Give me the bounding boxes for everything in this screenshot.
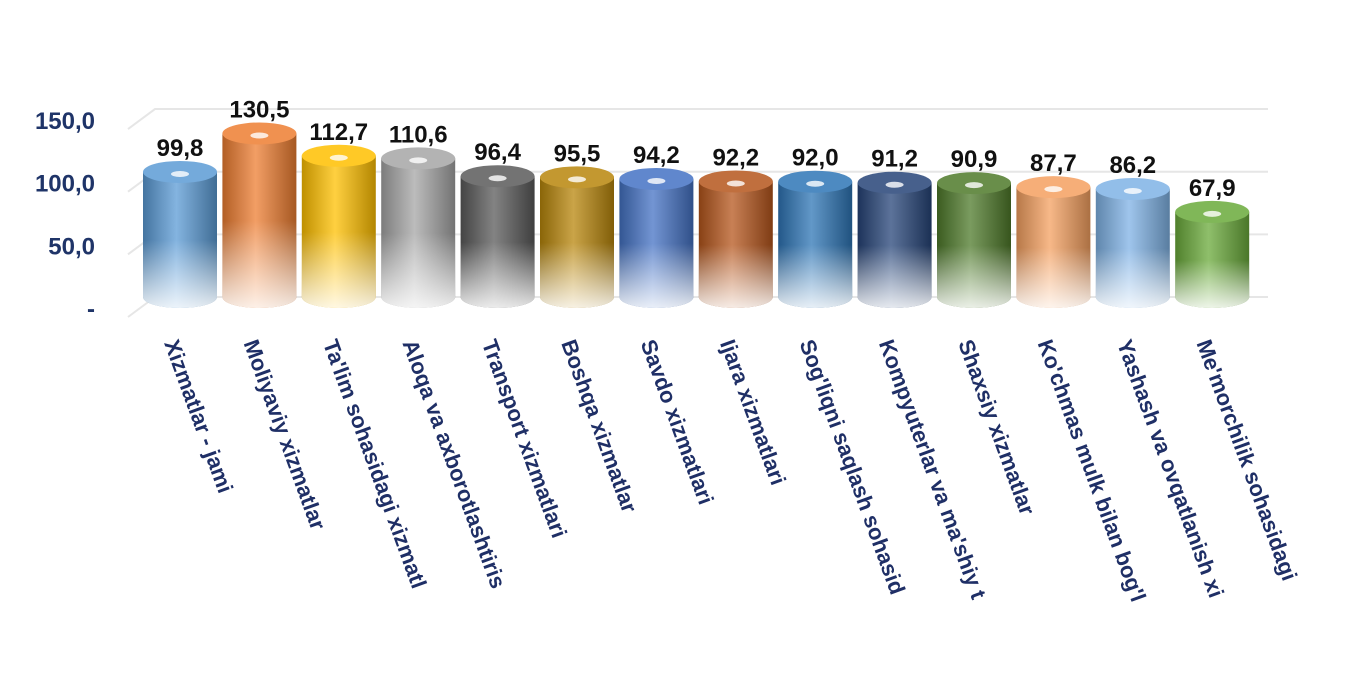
bar-highlight (568, 176, 586, 183)
gridline (127, 108, 1268, 130)
bar-highlight (885, 181, 904, 188)
y-tick-label: 100,0 (35, 171, 95, 198)
bar-fade (778, 181, 853, 308)
bar-fade (540, 177, 614, 308)
bar-fade (1175, 211, 1250, 308)
bar-fade (143, 171, 217, 308)
bar (698, 170, 773, 308)
bar (1016, 176, 1091, 308)
category-label: Transport xizmatlari (477, 336, 572, 541)
data-labels: 99,8 130,5 112,7 110,6 96,4 95,5 94,2 92,2 92,0 9… (157, 96, 1236, 201)
bar (1175, 200, 1250, 308)
bar-highlight (1044, 186, 1063, 193)
data-label: 130,5 (229, 96, 289, 123)
gridline (127, 296, 1268, 318)
bar-fade (222, 133, 297, 308)
data-label: 99,8 (157, 135, 204, 162)
bar-highlight (647, 177, 666, 184)
data-label: 110,6 (389, 121, 448, 148)
data-label: 96,4 (474, 139, 521, 166)
bar-fade (1016, 187, 1091, 308)
y-tick-label: - (87, 296, 95, 323)
bar-highlight (726, 180, 745, 187)
bars (143, 122, 1250, 308)
data-label: 67,9 (1189, 175, 1236, 202)
bar (1095, 177, 1170, 308)
bar (937, 172, 1011, 308)
y-tick-label: 150,0 (35, 108, 95, 135)
category-label: Savdo xizmatlari (636, 336, 719, 508)
data-label: 95,5 (554, 140, 601, 167)
data-label: 92,0 (792, 145, 839, 172)
data-label: 90,9 (951, 146, 998, 173)
bar-highlight (171, 170, 189, 177)
bar-fade (698, 181, 773, 308)
data-label: 87,7 (1030, 150, 1077, 177)
data-label: 86,2 (1109, 152, 1156, 179)
data-label: 91,2 (871, 146, 918, 173)
bar-highlight (965, 182, 983, 189)
bar (857, 171, 932, 308)
category-label: Ijara xizmatlari (715, 336, 791, 488)
x-axis: Xizmatlar - jami Moliyaviy xizmatlarTa'li… (159, 336, 1302, 605)
bar (619, 167, 694, 308)
bar (381, 147, 456, 308)
bar (460, 165, 535, 308)
data-label: 112,7 (309, 119, 368, 146)
bar-fade (937, 183, 1011, 308)
bar-fade (381, 158, 456, 308)
bar-highlight (806, 180, 825, 187)
data-label: 94,2 (633, 142, 680, 169)
category-label: Xizmatlar - jami (159, 336, 238, 496)
category-label: Boshqa xizmatlar (556, 336, 642, 516)
bar (540, 166, 614, 308)
bar-fade (301, 155, 376, 308)
bar-fade (1095, 188, 1170, 308)
data-label: 92,2 (712, 144, 759, 171)
bar-highlight (409, 157, 428, 164)
bar-highlight (488, 175, 507, 182)
category-label: Shaxsiy xizmatlar (953, 336, 1040, 518)
bar-highlight (329, 154, 348, 161)
bar-highlight (1123, 187, 1142, 194)
y-axis: - 50,0 100,0 150,0 (35, 108, 95, 323)
bar (778, 170, 853, 308)
bar-highlight (1203, 210, 1222, 217)
bar-fade (619, 178, 694, 308)
bar-fade (460, 176, 535, 308)
bar (301, 144, 376, 308)
y-tick-label: 50,0 (48, 233, 95, 260)
category-label: Moliyaviy xizmatlar (239, 336, 331, 533)
bar-highlight (250, 132, 269, 139)
bar (143, 160, 217, 308)
bar (222, 122, 297, 308)
bar-fade (857, 182, 932, 308)
